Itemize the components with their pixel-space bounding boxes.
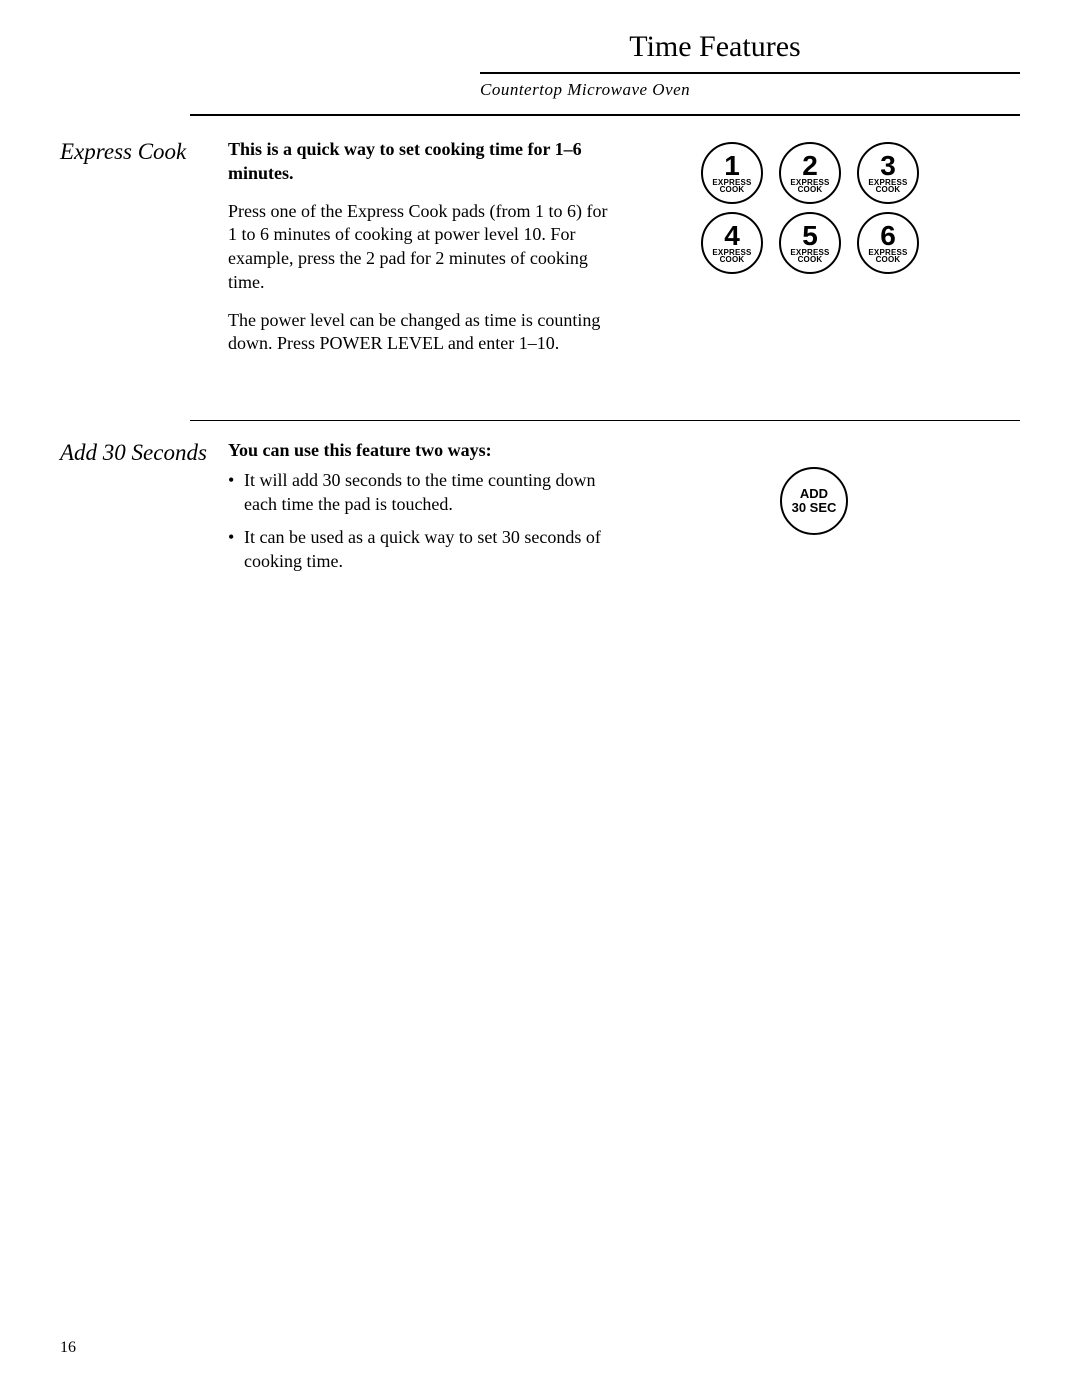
page-number: 16 [60, 1339, 76, 1357]
pad-number: 1 [724, 154, 740, 178]
list-item: It can be used as a quick way to set 30 … [228, 526, 608, 574]
body-col: This is a quick way to set cooking time … [228, 138, 608, 370]
express-cook-pad-grid: 1 EXPRESS COOK 2 EXPRESS COOK 3 [701, 142, 927, 274]
main-rule [190, 114, 1020, 116]
add-30-bullets: It will add 30 seconds to the time count… [228, 469, 608, 574]
pad-sub-line2: COOK [876, 255, 901, 264]
page-subtitle: Countertop Microwave Oven [480, 80, 1020, 100]
body-col: You can use this feature two ways: It wi… [228, 439, 608, 584]
pad-sub-line2: COOK [798, 185, 823, 194]
section-express-cook: Express Cook This is a quick way to set … [60, 138, 1020, 370]
pad-sub-line2: COOK [720, 255, 745, 264]
pad-sublabel: EXPRESS COOK [712, 249, 751, 264]
express-cook-pad-1: 1 EXPRESS COOK [701, 142, 763, 204]
express-cook-pad-2: 2 EXPRESS COOK [779, 142, 841, 204]
manual-page: Time Features Countertop Microwave Oven … [0, 0, 1080, 1397]
header-rule [480, 72, 1020, 74]
section-divider [190, 420, 1020, 421]
illustration-col: ADD 30 SEC [608, 439, 1020, 584]
page-header: Time Features [410, 30, 1020, 64]
express-cook-pad-3: 3 EXPRESS COOK [857, 142, 919, 204]
pad-sublabel: EXPRESS COOK [712, 179, 751, 194]
pad-sub-line2: COOK [876, 185, 901, 194]
pad-number: 4 [724, 224, 740, 248]
list-item: It will add 30 seconds to the time count… [228, 469, 608, 517]
sidebar-label-add-30-seconds: Add 30 Seconds [60, 439, 218, 468]
add-30-lead: You can use this feature two ways: [228, 439, 608, 463]
express-cook-pad-5: 5 EXPRESS COOK [779, 212, 841, 274]
page-title: Time Features [410, 30, 1020, 64]
pad-number: 6 [880, 224, 896, 248]
add-30-sec-pad: ADD 30 SEC [780, 467, 848, 535]
sidebar-label-express-cook: Express Cook [60, 138, 218, 167]
pad-number: 3 [880, 154, 896, 178]
express-cook-pad-4: 4 EXPRESS COOK [701, 212, 763, 274]
pad-sub-line2: COOK [720, 185, 745, 194]
illustration-col: 1 EXPRESS COOK 2 EXPRESS COOK 3 [608, 138, 1020, 370]
pad-sublabel: EXPRESS COOK [790, 249, 829, 264]
express-cook-p1: Press one of the Express Cook pads (from… [228, 200, 608, 295]
add-30-line2: 30 SEC [792, 501, 837, 515]
express-cook-pad-6: 6 EXPRESS COOK [857, 212, 919, 274]
pad-sub-line2: COOK [798, 255, 823, 264]
pad-sublabel: EXPRESS COOK [790, 179, 829, 194]
pad-number: 2 [802, 154, 818, 178]
sidebar-col: Express Cook [60, 138, 228, 370]
pad-sublabel: EXPRESS COOK [868, 249, 907, 264]
pad-sublabel: EXPRESS COOK [868, 179, 907, 194]
sidebar-col: Add 30 Seconds [60, 439, 228, 584]
section-add-30-seconds: Add 30 Seconds You can use this feature … [60, 439, 1020, 584]
pad-number: 5 [802, 224, 818, 248]
express-cook-lead: This is a quick way to set cooking time … [228, 138, 608, 186]
express-cook-p2: The power level can be changed as time i… [228, 309, 608, 357]
add-30-line1: ADD [800, 487, 828, 501]
header-rule-container: Countertop Microwave Oven [480, 72, 1020, 100]
